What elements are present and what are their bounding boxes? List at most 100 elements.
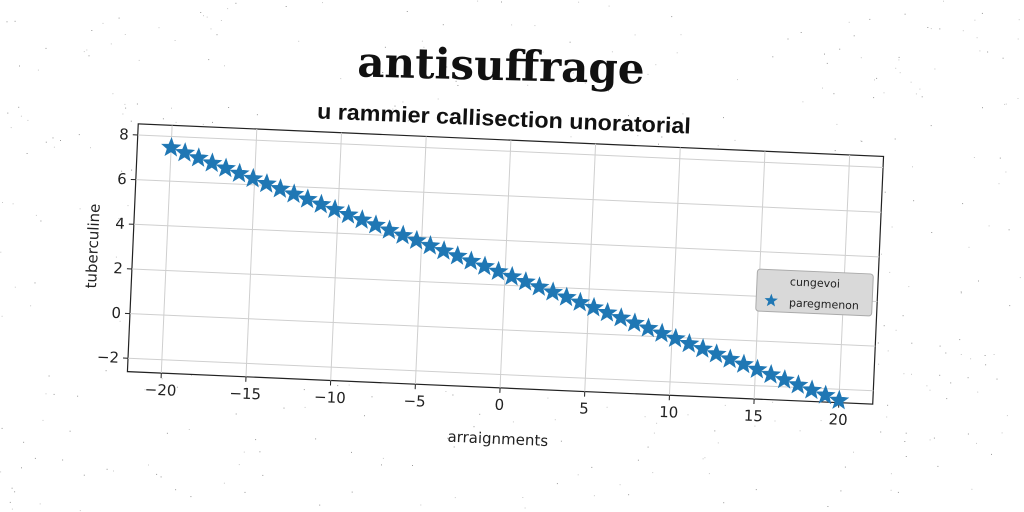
speckle: [725, 405, 726, 406]
speckle: [849, 22, 850, 23]
speckle: [319, 505, 320, 506]
speckle: [968, 377, 969, 378]
speckle: [190, 496, 191, 497]
speckle: [156, 474, 157, 475]
speckle: [648, 74, 649, 75]
speckle: [21, 116, 22, 117]
x-tick-label: −20: [144, 380, 176, 399]
speckle: [961, 291, 962, 292]
speckle: [351, 452, 352, 453]
speckle: [939, 375, 940, 376]
speckle: [21, 467, 22, 468]
y-tick-label: 2: [113, 259, 123, 277]
speckle: [898, 492, 899, 493]
speckle: [40, 221, 41, 222]
speckle: [337, 385, 338, 386]
speckle: [534, 25, 535, 26]
speckle: [656, 423, 657, 424]
speckle: [889, 272, 890, 273]
speckle: [723, 502, 724, 503]
x-tick-label: −10: [314, 388, 346, 407]
speckle: [2, 428, 3, 429]
speckle: [775, 421, 776, 422]
x-tick-label: 0: [494, 396, 504, 414]
speckle: [103, 23, 104, 24]
speckle: [445, 391, 446, 392]
speckle: [12, 488, 13, 489]
speckle: [106, 370, 107, 371]
speckle: [1002, 432, 1003, 433]
speckle: [1003, 58, 1004, 59]
speckle: [1007, 415, 1008, 416]
speckle: [888, 350, 889, 351]
speckle: [315, 438, 316, 439]
x-tick-label: −15: [229, 384, 261, 403]
speckle: [27, 153, 28, 154]
speckle: [912, 166, 913, 167]
speckle: [54, 147, 55, 148]
speckle: [922, 96, 923, 97]
speckle: [7, 21, 8, 22]
speckle: [12, 509, 13, 510]
speckle: [836, 124, 837, 125]
speckle: [15, 21, 16, 22]
speckle: [854, 35, 855, 36]
speckle: [224, 483, 225, 484]
speckle: [284, 408, 285, 409]
speckle: [513, 421, 514, 422]
speckle: [112, 93, 113, 94]
chart-subtitle: u rammier callisection unoratorial: [317, 99, 692, 139]
speckle: [869, 19, 870, 20]
speckle: [756, 489, 757, 490]
speckle: [46, 393, 47, 394]
speckle: [638, 460, 639, 461]
speckle: [161, 476, 162, 477]
y-tick-label: 6: [117, 170, 127, 188]
speckle: [322, 2, 323, 3]
speckle: [1018, 39, 1019, 40]
speckle: [0, 252, 1, 253]
y-tick-label: 4: [115, 215, 125, 233]
speckle: [36, 215, 37, 216]
speckle: [111, 43, 112, 44]
speckle: [125, 34, 126, 35]
speckle: [2, 202, 3, 203]
speckle: [950, 382, 951, 383]
speckle: [286, 6, 287, 7]
speckle: [60, 140, 61, 141]
speckle: [926, 385, 927, 386]
speckle: [455, 497, 456, 498]
speckle: [239, 464, 240, 465]
speckle: [412, 465, 413, 466]
speckle: [167, 433, 168, 434]
speckle: [946, 398, 947, 399]
speckle: [7, 113, 8, 114]
speckle: [594, 495, 595, 496]
speckle: [200, 12, 201, 13]
speckle: [961, 354, 962, 355]
speckle: [19, 66, 20, 67]
speckle: [1006, 104, 1007, 105]
speckle: [969, 247, 970, 248]
speckle: [974, 157, 975, 158]
speckle: [189, 429, 190, 430]
speckle: [635, 34, 636, 35]
speckle: [939, 28, 940, 29]
speckle: [845, 467, 846, 468]
speckle: [124, 104, 125, 105]
speckle: [833, 93, 834, 94]
speckle: [881, 254, 882, 255]
speckle: [15, 287, 16, 288]
speckle: [839, 49, 840, 50]
speckle: [80, 510, 81, 511]
speckle: [438, 99, 439, 100]
speckle: [886, 417, 887, 418]
speckle: [477, 1, 478, 2]
speckle: [971, 489, 972, 490]
speckle: [931, 125, 932, 126]
speckle: [878, 364, 879, 365]
speckle: [788, 39, 789, 40]
speckle: [2, 316, 3, 317]
